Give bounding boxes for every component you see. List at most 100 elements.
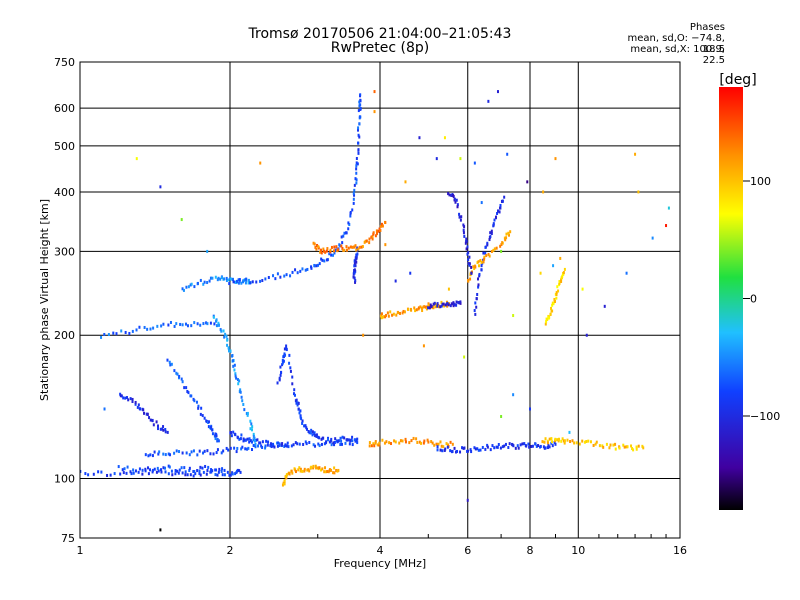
trace-point <box>237 281 240 285</box>
trace-point <box>146 412 149 416</box>
trace-point <box>227 448 230 452</box>
trace-point <box>474 265 477 269</box>
trace-point <box>203 449 206 453</box>
trace-point <box>353 438 356 442</box>
trace-point <box>425 307 428 311</box>
trace-point <box>415 437 418 441</box>
trace-point <box>335 468 338 472</box>
trace-point <box>495 445 498 449</box>
trace-point <box>120 394 123 398</box>
scatter-point <box>206 249 209 253</box>
trace-point <box>337 248 340 252</box>
trace-point <box>368 237 371 241</box>
trace-point <box>170 362 173 366</box>
trace-point <box>478 264 481 268</box>
trace-point <box>356 246 359 250</box>
trace-point <box>496 445 499 449</box>
trace-point <box>205 321 208 325</box>
trace-point <box>534 442 537 446</box>
trace-point <box>394 440 397 444</box>
trace-point <box>368 441 371 445</box>
trace-point <box>466 252 469 256</box>
trace-point <box>283 444 286 448</box>
trace-point <box>353 261 356 265</box>
trace-point <box>449 440 452 444</box>
trace-point <box>148 468 151 472</box>
trace-point <box>230 434 233 438</box>
trace-point <box>286 441 289 445</box>
trace-point <box>427 306 430 310</box>
trace-point <box>357 109 360 113</box>
trace-point <box>259 279 262 283</box>
trace-point <box>348 442 351 446</box>
trace-point <box>298 411 301 415</box>
scatter-point <box>634 152 637 156</box>
trace-point <box>357 148 360 152</box>
trace-point <box>375 232 378 236</box>
trace-point <box>402 309 405 313</box>
trace-point <box>299 469 302 473</box>
trace-point <box>131 329 134 333</box>
trace-point <box>175 371 178 375</box>
trace-point <box>196 281 199 285</box>
trace-point <box>454 200 457 204</box>
trace-point <box>215 434 218 438</box>
trace-point <box>315 264 318 268</box>
trace-point <box>354 244 357 248</box>
trace-point <box>246 447 249 451</box>
trace-point <box>164 453 167 457</box>
trace-point <box>215 451 218 455</box>
trace-point <box>138 325 141 329</box>
trace-point <box>209 321 212 325</box>
trace-point <box>289 274 292 278</box>
x-tick-label: 1 <box>77 544 84 557</box>
scatter-point <box>435 157 438 161</box>
trace-point <box>226 338 229 342</box>
y-tick-label: 75 <box>61 532 75 545</box>
trace-point <box>356 437 359 441</box>
trace-point <box>198 469 201 473</box>
trace-point <box>160 470 163 474</box>
trace-point <box>356 252 359 256</box>
trace-point <box>225 446 228 450</box>
trace-point <box>123 467 126 471</box>
trace-point <box>126 465 129 469</box>
trace-point <box>388 441 391 445</box>
trace-point <box>465 239 468 243</box>
trace-point <box>356 441 359 445</box>
trace-point <box>252 438 255 442</box>
x-tick-label: 2 <box>227 544 234 557</box>
trace-point <box>196 453 199 457</box>
trace-point <box>410 439 413 443</box>
trace-point <box>92 472 95 476</box>
trace-point <box>215 468 218 472</box>
trace-point <box>453 197 456 201</box>
trace-point <box>556 285 559 289</box>
scatter-point <box>409 271 412 275</box>
scatter-point <box>373 90 376 94</box>
trace-point <box>594 442 597 446</box>
trace-point <box>476 292 479 296</box>
trace-point <box>106 473 109 477</box>
trace-point <box>501 199 504 203</box>
trace-point <box>446 443 449 447</box>
trace-point <box>458 212 461 216</box>
trace-point <box>459 450 462 454</box>
trace-point <box>238 469 241 473</box>
trace-point <box>247 281 250 285</box>
trace-point <box>131 400 134 404</box>
trace-point <box>112 331 115 335</box>
trace-point <box>168 465 171 469</box>
trace-point <box>476 447 479 451</box>
trace-point <box>451 442 454 446</box>
trace-point <box>242 437 245 441</box>
trace-point <box>626 445 629 449</box>
trace-point <box>203 416 206 420</box>
trace-point <box>523 442 526 446</box>
trace-point <box>393 439 396 443</box>
trace-point <box>323 249 326 253</box>
trace-point <box>292 443 295 447</box>
trace-point <box>352 275 355 279</box>
trace-point <box>380 312 383 316</box>
trace-point <box>173 324 176 328</box>
